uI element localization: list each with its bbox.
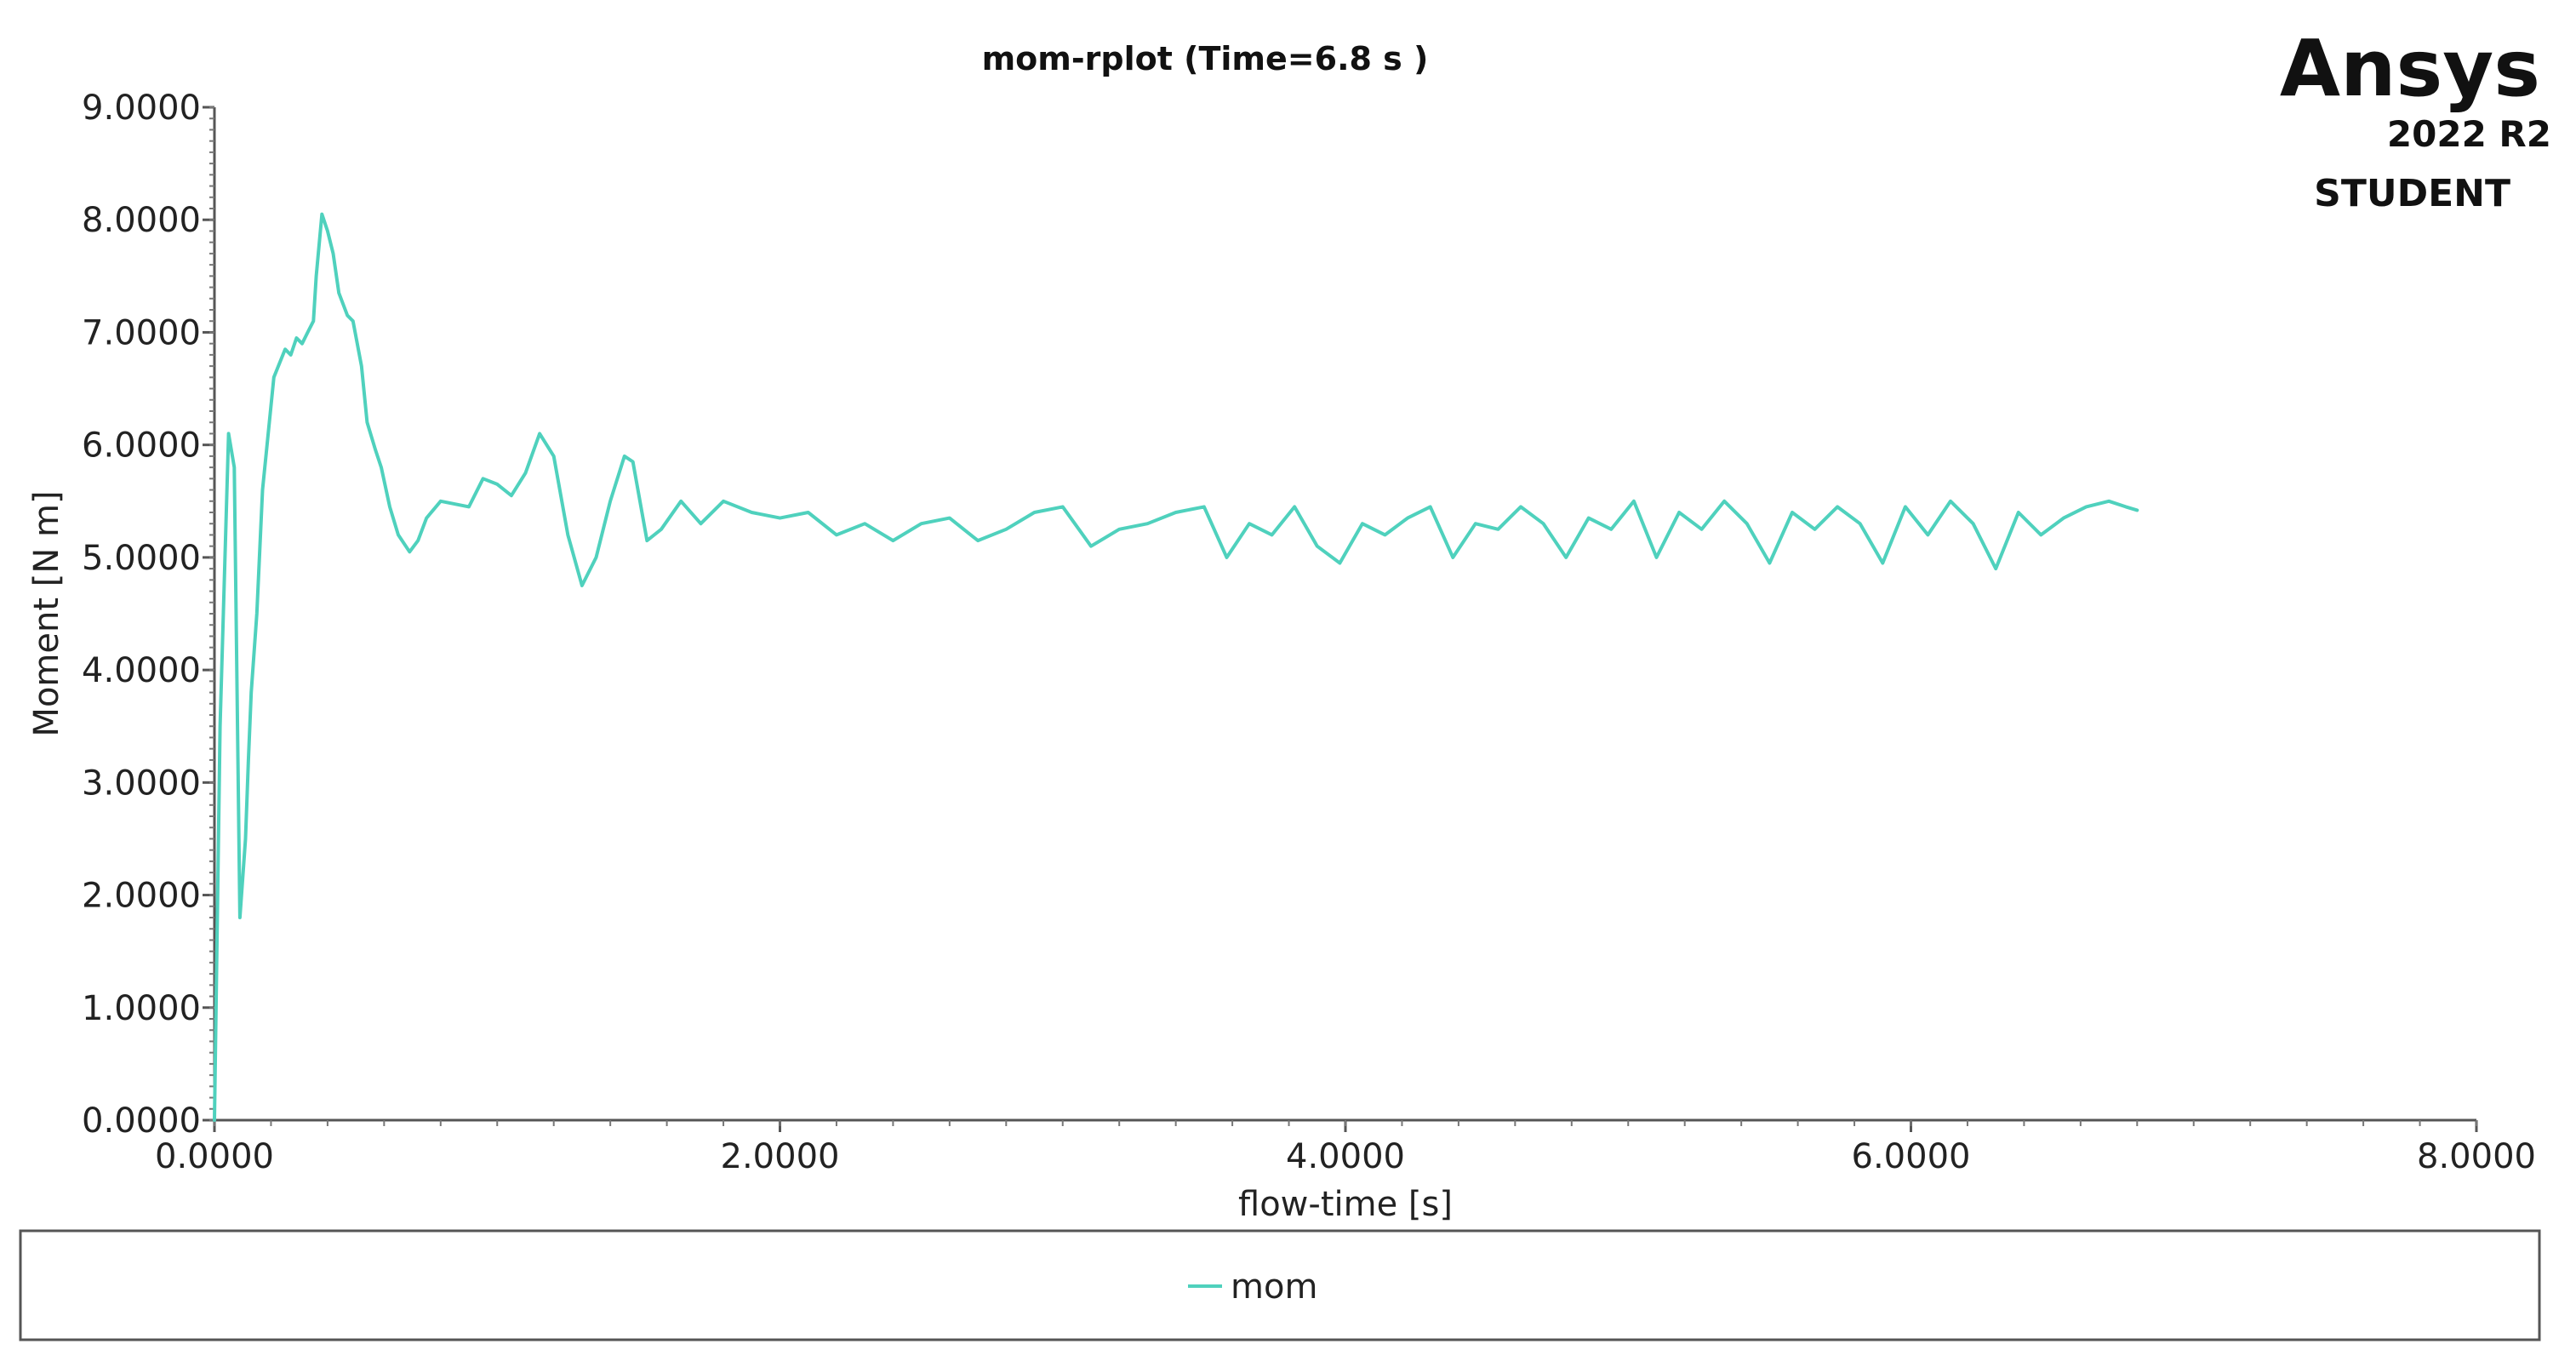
x-ticks: 0.0000 2.0000 4.0000 6.0000 8.0000 [155, 1120, 2536, 1176]
x-tick-label: 6.0000 [1852, 1137, 1971, 1176]
y-tick-label: 2.0000 [82, 877, 201, 916]
y-ticks: 0.0000 1.0000 2.0000 3.0000 4.0000 5.0000 6.00… [82, 89, 214, 1141]
x-tick-label: 8.0000 [2417, 1137, 2536, 1176]
x-tick-label: 0.0000 [155, 1137, 274, 1176]
series-line-mom [213, 212, 2139, 1122]
y-tick-label: 8.0000 [82, 201, 201, 240]
legend-box [19, 1229, 2541, 1341]
y-tick-label: 1.0000 [82, 989, 201, 1028]
y-tick-label: 5.0000 [82, 539, 201, 578]
y-tick-label: 6.0000 [82, 426, 201, 466]
chart-title: mom-rplot (Time=6.8 s ) [982, 40, 1429, 77]
y-tick-label: 7.0000 [82, 313, 201, 352]
x-axis-label: flow-time [s] [1238, 1185, 1453, 1224]
ansys-edition-badge: STUDENT [2314, 172, 2510, 215]
y-tick-label: 3.0000 [82, 764, 201, 803]
ansys-logo: Ansys [2280, 23, 2540, 114]
y-axis-label: Moment [N m] [27, 490, 66, 736]
y-tick-label: 4.0000 [82, 651, 201, 690]
axes [213, 107, 2476, 1122]
x-tick-label: 4.0000 [1286, 1137, 1405, 1176]
series-layer [213, 212, 2139, 1122]
ansys-version: 2022 R2 [2387, 113, 2551, 155]
x-tick-label: 2.0000 [721, 1137, 840, 1176]
y-tick-label: 0.0000 [82, 1101, 201, 1141]
y-tick-label: 9.0000 [82, 89, 201, 128]
x-minor-ticks [214, 1120, 2477, 1126]
legend-label-mom: mom [1231, 1267, 1317, 1307]
